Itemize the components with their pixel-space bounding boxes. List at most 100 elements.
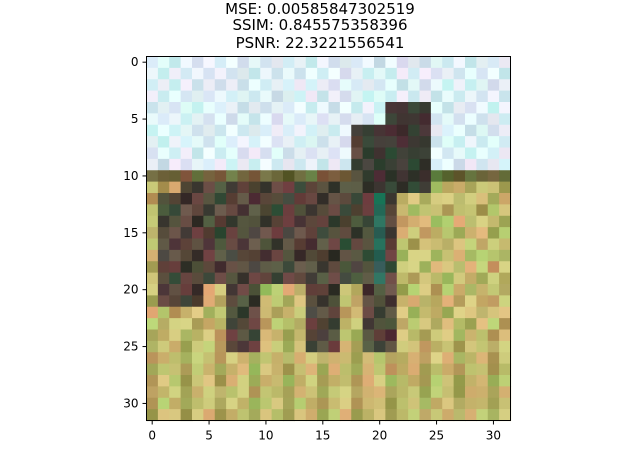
pixel: [215, 79, 227, 91]
pixel: [351, 216, 363, 228]
pixel: [169, 125, 181, 137]
pixel: [363, 113, 375, 125]
pixel: [249, 170, 261, 182]
pixel: [283, 182, 295, 194]
pixel: [158, 273, 170, 285]
pixel: [317, 113, 329, 125]
pixel: [317, 68, 329, 80]
pixel: [465, 216, 477, 228]
pixel: [317, 375, 329, 387]
pixel: [476, 386, 488, 398]
pixel: [431, 182, 443, 194]
pixel: [260, 386, 272, 398]
pixel: [420, 409, 432, 421]
pixel: [294, 307, 306, 319]
pixel: [158, 364, 170, 376]
pixel: [363, 68, 375, 80]
pixel: [238, 125, 250, 137]
pixel: [249, 330, 261, 342]
pixel: [420, 113, 432, 125]
pixel: [317, 79, 329, 91]
pixel: [329, 352, 341, 364]
pixel: [238, 136, 250, 148]
pixel: [374, 57, 386, 69]
pixel: [147, 125, 159, 137]
pixel: [374, 318, 386, 330]
pixel: [215, 159, 227, 171]
pixel: [340, 148, 352, 160]
pixel: [283, 364, 295, 376]
pixel: [317, 216, 329, 228]
pixel: [158, 250, 170, 262]
pixel: [385, 193, 397, 205]
pixel: [226, 398, 238, 410]
pixel: [260, 57, 272, 69]
pixel: [238, 318, 250, 330]
pixel: [374, 170, 386, 182]
pixel: [169, 193, 181, 205]
pixel: [203, 79, 215, 91]
pixel: [317, 239, 329, 251]
pixel: [329, 193, 341, 205]
pixel: [329, 148, 341, 160]
pixel: [442, 318, 454, 330]
pixel: [215, 284, 227, 296]
pixel: [476, 182, 488, 194]
pixel: [215, 148, 227, 160]
pixel: [442, 204, 454, 216]
pixel: [249, 159, 261, 171]
pixel: [454, 113, 466, 125]
pixel: [283, 250, 295, 262]
pixel: [147, 375, 159, 387]
pixel: [169, 79, 181, 91]
pixel: [499, 68, 511, 80]
pixel: [465, 227, 477, 239]
pixel: [203, 318, 215, 330]
pixel: [363, 239, 375, 251]
pixel: [363, 182, 375, 194]
x-tick-label: 20: [372, 429, 387, 443]
pixel: [317, 91, 329, 103]
pixel: [238, 227, 250, 239]
pixel: [374, 102, 386, 114]
pixel: [442, 250, 454, 262]
pixel: [465, 295, 477, 307]
pixel: [272, 159, 284, 171]
pixel: [215, 182, 227, 194]
pixel: [420, 318, 432, 330]
pixel: [203, 182, 215, 194]
pixel: [420, 204, 432, 216]
pixel: [317, 57, 329, 69]
pixel: [294, 330, 306, 342]
pixel: [249, 398, 261, 410]
pixel: [363, 375, 375, 387]
pixel: [260, 159, 272, 171]
pixel: [351, 341, 363, 353]
pixel: [203, 261, 215, 273]
pixel: [238, 159, 250, 171]
pixel: [226, 295, 238, 307]
pixel: [249, 136, 261, 148]
pixel: [215, 386, 227, 398]
pixel: [169, 239, 181, 251]
pixel: [260, 182, 272, 194]
pixel: [317, 204, 329, 216]
pixel: [454, 136, 466, 148]
pixel: [454, 159, 466, 171]
pixel: [374, 261, 386, 273]
pixel: [294, 375, 306, 387]
pixel: [215, 102, 227, 114]
pixel: [363, 307, 375, 319]
pixel: [397, 295, 409, 307]
pixel: [465, 352, 477, 364]
pixel: [215, 273, 227, 285]
pixel: [272, 352, 284, 364]
pixel: [374, 273, 386, 285]
pixel: [340, 68, 352, 80]
pixel: [499, 409, 511, 421]
pixel: [272, 79, 284, 91]
pixel: [488, 375, 500, 387]
pixel: [476, 409, 488, 421]
pixel: [169, 204, 181, 216]
pixel: [476, 193, 488, 205]
